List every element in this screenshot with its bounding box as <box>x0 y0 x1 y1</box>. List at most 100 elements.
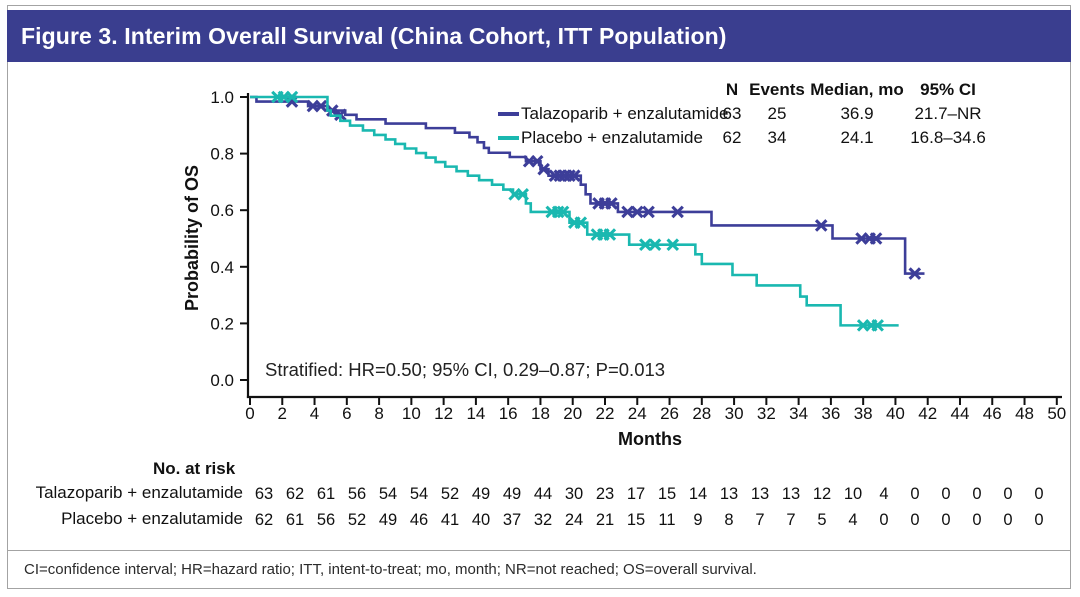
svg-text:0.8: 0.8 <box>210 145 234 164</box>
legend-row-placebo: Placebo + enzalutamide <box>498 126 710 150</box>
at-risk-row-label-talazoparib: Talazoparib + enzalutamide <box>35 483 243 502</box>
legend-header-median: Median, mo <box>810 80 904 99</box>
svg-text:0: 0 <box>972 485 981 503</box>
svg-text:0: 0 <box>941 485 950 503</box>
svg-text:44: 44 <box>951 404 970 423</box>
x-axis-title: Months <box>618 429 682 449</box>
svg-text:28: 28 <box>692 404 711 423</box>
svg-text:10: 10 <box>402 404 421 423</box>
svg-text:0: 0 <box>972 511 981 529</box>
legend-header-n: N <box>725 80 739 99</box>
svg-text:46: 46 <box>410 511 428 529</box>
svg-text:54: 54 <box>379 485 397 503</box>
svg-text:8: 8 <box>724 511 733 529</box>
y-axis-ticks: 0.0 0.2 0.4 0.6 0.8 1.0 <box>210 88 248 390</box>
svg-text:1.0: 1.0 <box>210 88 234 107</box>
km-curve-talazoparib <box>250 95 925 280</box>
svg-text:0: 0 <box>1003 511 1012 529</box>
svg-text:0.2: 0.2 <box>210 314 234 333</box>
footnote-text: CI=confidence interval; HR=hazard ratio;… <box>24 561 757 578</box>
svg-text:21: 21 <box>596 511 614 529</box>
svg-text:4: 4 <box>310 404 319 423</box>
placebo-n: 62 <box>722 128 742 147</box>
talazoparib-n: 63 <box>722 104 742 123</box>
svg-text:32: 32 <box>757 404 776 423</box>
svg-text:56: 56 <box>348 485 366 503</box>
svg-text:0: 0 <box>879 511 888 529</box>
svg-text:17: 17 <box>627 485 645 503</box>
svg-text:63: 63 <box>255 485 273 503</box>
svg-text:4: 4 <box>879 485 888 503</box>
svg-text:0: 0 <box>910 485 919 503</box>
talazoparib-events: 25 <box>767 104 787 123</box>
svg-text:24: 24 <box>565 511 583 529</box>
svg-text:12: 12 <box>813 485 831 503</box>
svg-text:0: 0 <box>941 511 950 529</box>
svg-text:10: 10 <box>844 485 862 503</box>
svg-text:0.0: 0.0 <box>210 371 234 390</box>
svg-text:50: 50 <box>1047 404 1066 423</box>
svg-text:0.6: 0.6 <box>210 201 234 220</box>
at-risk-row-label-placebo: Placebo + enzalutamide <box>61 509 243 528</box>
svg-text:13: 13 <box>720 485 738 503</box>
svg-text:56: 56 <box>317 511 335 529</box>
footnote-box: CI=confidence interval; HR=hazard ratio;… <box>7 550 1071 591</box>
svg-text:40: 40 <box>886 404 905 423</box>
svg-text:52: 52 <box>441 485 459 503</box>
placebo-events: 34 <box>767 128 787 147</box>
svg-text:13: 13 <box>782 485 800 503</box>
at-risk-counts: 63 62 61 56 54 54 52 49 49 44 30 23 17 15 14 13 13 13 12 10… <box>255 485 1044 529</box>
legend-header-spacer <box>498 78 710 102</box>
at-risk-title: No. at risk <box>153 459 236 478</box>
stratified-hr-annotation: Stratified: HR=0.50; 95% CI, 0.29–0.87; … <box>265 359 666 380</box>
svg-text:0: 0 <box>1003 485 1012 503</box>
svg-text:54: 54 <box>410 485 428 503</box>
svg-text:8: 8 <box>374 404 383 423</box>
svg-text:46: 46 <box>983 404 1002 423</box>
svg-text:61: 61 <box>286 511 304 529</box>
svg-text:40: 40 <box>472 511 490 529</box>
svg-text:44: 44 <box>534 485 552 503</box>
axes <box>246 93 1062 399</box>
svg-text:11: 11 <box>658 511 675 529</box>
svg-text:49: 49 <box>379 511 397 529</box>
svg-text:30: 30 <box>565 485 583 503</box>
svg-text:15: 15 <box>658 485 676 503</box>
svg-text:0.4: 0.4 <box>210 258 234 277</box>
figure-frame <box>7 5 1071 589</box>
svg-text:42: 42 <box>918 404 937 423</box>
km-curve-placebo <box>250 90 899 332</box>
legend-header-ci: 95% CI <box>920 80 976 99</box>
placebo-median: 24.1 <box>840 128 874 147</box>
svg-text:6: 6 <box>342 404 351 423</box>
svg-text:5: 5 <box>817 511 826 529</box>
svg-text:4: 4 <box>848 511 857 529</box>
figure-title: Figure 3. Interim Overall Survival (Chin… <box>21 22 727 49</box>
y-axis-title: Probability of OS <box>182 165 202 312</box>
svg-text:48: 48 <box>1015 404 1034 423</box>
svg-text:14: 14 <box>466 404 485 423</box>
svg-text:24: 24 <box>628 404 647 423</box>
svg-text:13: 13 <box>751 485 769 503</box>
legend-label-talazoparib: Talazoparib + enzalutamide <box>521 104 729 123</box>
svg-text:32: 32 <box>534 511 552 529</box>
svg-text:41: 41 <box>441 511 459 529</box>
figure-title-bar: Figure 3. Interim Overall Survival (Chin… <box>7 10 1071 62</box>
svg-text:0: 0 <box>1034 485 1043 503</box>
svg-text:18: 18 <box>531 404 550 423</box>
svg-text:9: 9 <box>693 511 702 529</box>
svg-text:0: 0 <box>245 404 254 423</box>
svg-text:26: 26 <box>660 404 679 423</box>
placebo-ci: 16.8–34.6 <box>910 128 986 147</box>
svg-text:62: 62 <box>255 511 273 529</box>
x-axis-ticks: 0 2 4 6 8 10 12 14 16 18 20 22 24 26 28 30 32 34 36 38 40 42 4… <box>245 397 1066 423</box>
legend-row-talazoparib: Talazoparib + enzalutamide <box>498 102 728 126</box>
legend-label-placebo: Placebo + enzalutamide <box>521 128 703 147</box>
svg-text:0: 0 <box>910 511 919 529</box>
svg-text:38: 38 <box>854 404 873 423</box>
talazoparib-ci: 21.7–NR <box>914 104 982 123</box>
svg-text:0: 0 <box>1034 511 1043 529</box>
svg-text:7: 7 <box>786 511 795 529</box>
